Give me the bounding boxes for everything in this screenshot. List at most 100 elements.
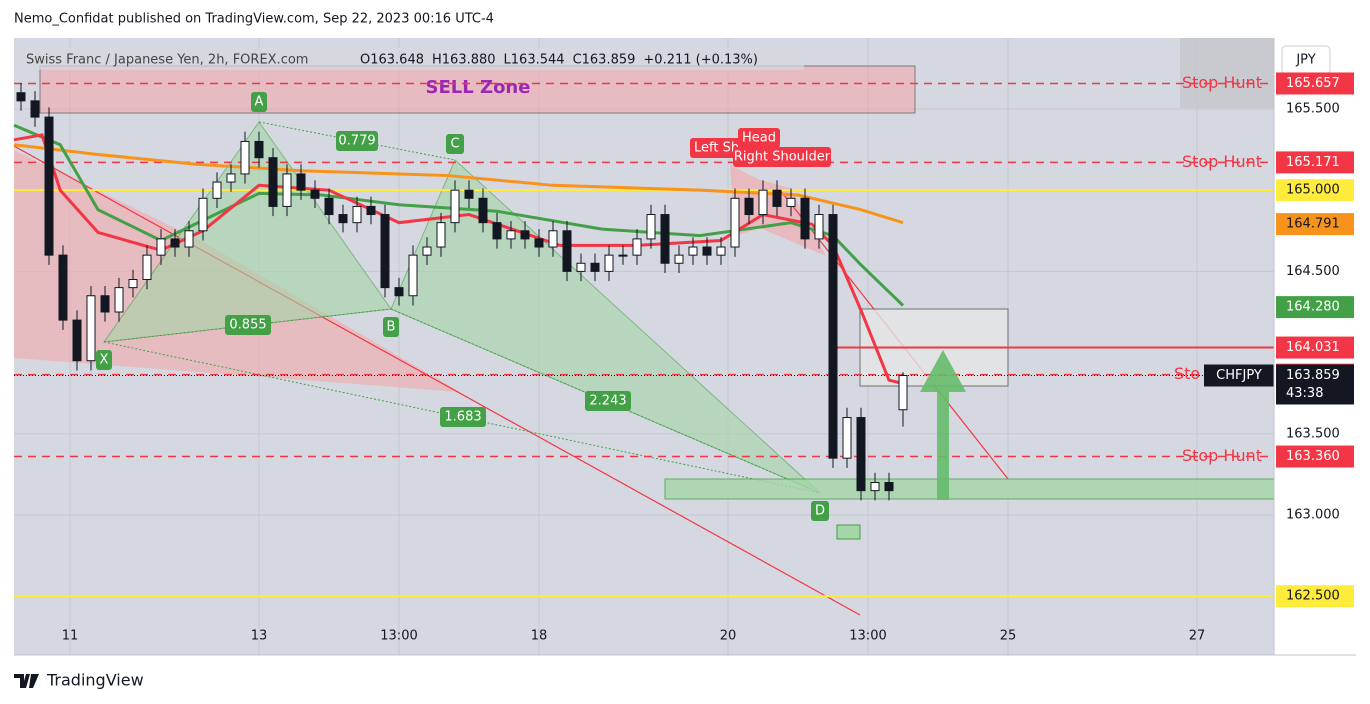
candle-body — [240, 140, 250, 175]
ohlc-value: O163.648 — [360, 53, 424, 68]
candle-body — [744, 197, 754, 216]
point-badge — [96, 350, 112, 370]
currency[interactable]: JPY — [1295, 53, 1315, 68]
price-tag — [1276, 336, 1354, 359]
candle-body — [156, 238, 166, 256]
x-tick-label: 13 — [251, 629, 268, 644]
candle-body — [856, 417, 866, 492]
price-tags: 165.500 164.500 163.500 163.000 165.657 165.1… — [1204, 72, 1354, 608]
candle-body — [478, 197, 488, 224]
level-label: Stop Hunt — [1182, 152, 1262, 171]
point-badge — [251, 92, 267, 112]
point-label: A — [255, 95, 264, 110]
price-tag-label: 163.360 — [1286, 449, 1340, 464]
candle-body — [450, 189, 460, 224]
trend-line — [13, 145, 861, 616]
candle-body — [422, 246, 432, 256]
candle-body — [170, 238, 180, 248]
candle-body — [198, 197, 208, 232]
point-label: X — [100, 353, 109, 368]
hs-label: Head — [742, 131, 776, 146]
pattern-labels: X A B C D 0.779 0.855 1.683 2.243 Left S… — [96, 92, 831, 521]
price-tag — [1276, 213, 1354, 236]
candle-body — [268, 157, 278, 207]
candle-body — [520, 230, 530, 240]
candle-body — [100, 295, 110, 313]
candle-body — [758, 189, 768, 216]
legend-bg — [14, 48, 804, 70]
moving-average — [13, 143, 904, 225]
x-tick-label: 27 — [1189, 629, 1206, 644]
candle-body — [114, 287, 124, 313]
candle-body — [72, 319, 82, 362]
candle-body — [436, 222, 446, 248]
logo-mark — [14, 674, 39, 688]
point-label: C — [450, 137, 459, 152]
candle-body — [16, 92, 26, 102]
ac-line — [258, 121, 456, 161]
candle-body — [366, 205, 376, 216]
ohlc-value: C163.859 — [573, 53, 636, 68]
point-badge — [383, 317, 399, 337]
candle-body — [30, 100, 40, 118]
level-label: Stop Hunt — [1182, 73, 1262, 92]
price-tag-label: 164.280 — [1286, 300, 1340, 315]
candle-body — [492, 222, 502, 240]
candle-body — [128, 279, 138, 289]
last-price-tag — [1276, 364, 1354, 405]
price-tag — [1276, 72, 1354, 95]
ohlc-value: H163.880 — [432, 53, 496, 68]
ohlc-value: +0.211 (+0.13%) — [643, 53, 758, 68]
candle-body — [576, 262, 586, 272]
point-badge — [811, 501, 829, 521]
symbol-name: Swiss Franc / Japanese Yen, 2h, FOREX.co… — [26, 53, 308, 68]
candle-body — [394, 287, 404, 297]
candle-body — [310, 189, 320, 199]
candle-body — [828, 214, 838, 459]
candle-body — [212, 181, 222, 199]
x-tick-label: 13:00 — [380, 629, 417, 644]
up-arrow — [920, 350, 966, 500]
candle-body — [324, 197, 334, 216]
candle-body — [562, 230, 572, 272]
price-tag-label: 165.657 — [1286, 76, 1340, 91]
ratio-label: 1.683 — [444, 410, 481, 425]
candles — [13, 82, 908, 501]
candle-body — [730, 197, 740, 248]
candle-body — [590, 262, 600, 272]
candle-body — [184, 230, 194, 248]
ratio-label: 0.855 — [229, 318, 266, 333]
y-tick-label: 163.000 — [1286, 508, 1340, 523]
candle-body — [842, 417, 852, 459]
candle-body — [44, 116, 54, 256]
price-tag-label: 164.791 — [1286, 217, 1340, 232]
x-tick-label: 11 — [62, 629, 79, 644]
ohlc-value: L163.544 — [504, 53, 565, 68]
candle-body — [660, 214, 670, 264]
candle-body — [338, 214, 348, 224]
candle-body — [716, 246, 726, 256]
candle-body — [226, 173, 236, 183]
candle-body — [814, 214, 824, 240]
candle-body — [296, 173, 306, 191]
candle-body — [352, 205, 362, 224]
price-tag — [1276, 151, 1354, 174]
x-tick-label: 25 — [1000, 629, 1017, 644]
candle-body — [618, 254, 628, 257]
candle-body — [86, 295, 96, 362]
ratio-badge — [440, 407, 486, 427]
y-tick-label: 163.500 — [1286, 426, 1340, 441]
sell-zone-label: SELL Zone — [426, 77, 531, 98]
candle-body — [688, 246, 698, 256]
price-tag-label: 165.171 — [1286, 155, 1340, 170]
logo: TradingView — [14, 671, 144, 690]
x-tick-label: 18 — [531, 629, 548, 644]
candle-body — [702, 246, 712, 256]
small-zone — [836, 524, 861, 540]
countdown: 43:38 — [1286, 386, 1323, 401]
price-tag — [1276, 296, 1354, 319]
candle-body — [604, 254, 614, 272]
candle-body — [58, 254, 68, 321]
candle-body — [772, 189, 782, 207]
hs-label: Right Shoulder — [734, 150, 831, 165]
